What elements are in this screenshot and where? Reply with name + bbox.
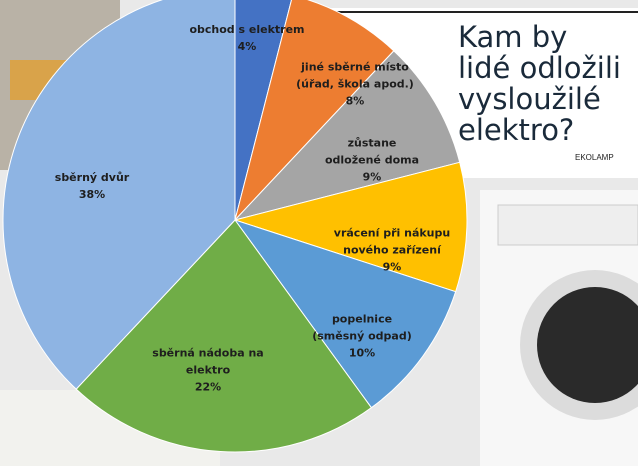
value-label: 9% [322,169,422,186]
category-label: obchod s elektrem [172,21,322,38]
category-label: popelnice (směsný odpad) [310,311,415,345]
title-line: lidé odložili [458,53,621,84]
value-label: 9% [330,259,455,276]
value-label: 4% [172,38,322,55]
slice-label: popelnice (směsný odpad)10% [310,311,415,362]
value-label: 10% [310,345,415,362]
value-label: 8% [291,93,419,110]
infographic: Kam bylidé odložilivysloužiléelektro? EK… [0,0,638,466]
category-label: sběrný dvůr [32,169,152,186]
category-label: jiné sběrné místo (úřad, škola apod.) [291,59,419,93]
title-line: elektro? [458,115,621,146]
category-label: vrácení při nákupu nového zařízení [330,225,455,259]
source: EKOLAMP [575,153,614,162]
category-label: zůstane odložené doma [322,135,422,169]
value-label: 22% [151,379,266,396]
title-line: Kam by [458,22,621,53]
title-line: vysloužilé [458,84,621,115]
category-label: sběrná nádoba na elektro [151,345,266,379]
slice-label: jiné sběrné místo (úřad, škola apod.)8% [291,59,419,110]
value-label: 38% [32,186,152,203]
machine-panel [498,205,638,245]
